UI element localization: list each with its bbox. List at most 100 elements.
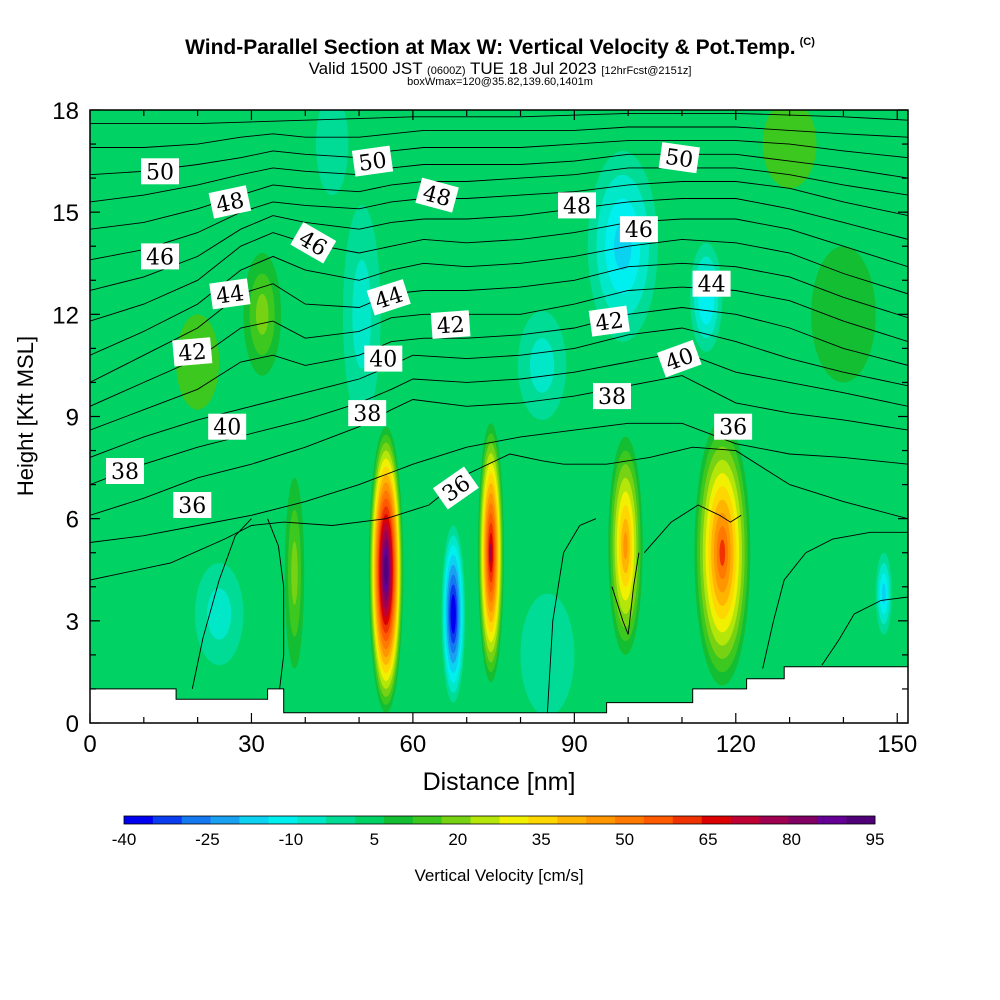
colorbar-tick-label: 50 xyxy=(615,830,634,849)
x-tick-label: 30 xyxy=(238,731,265,758)
theta-label-text: 50 xyxy=(663,145,694,174)
theta-label-text: 40 xyxy=(213,416,241,441)
theta-label: 50 xyxy=(658,142,700,174)
velocity-cell xyxy=(608,436,643,655)
colorbar-swatch xyxy=(730,816,760,824)
x-tick-label: 60 xyxy=(400,731,427,758)
velocity-cell xyxy=(478,423,504,683)
velocity-band xyxy=(291,541,298,605)
theta-line xyxy=(90,307,908,431)
theta-label-text: 36 xyxy=(178,494,206,519)
velocity-cell xyxy=(694,419,751,686)
y-tick-label: 3 xyxy=(66,609,79,636)
velocity-cell xyxy=(811,246,876,383)
colorbar-swatch xyxy=(470,816,500,824)
theta-label-text: 46 xyxy=(146,245,174,270)
velocity-band xyxy=(529,338,555,393)
colorbar-swatch xyxy=(788,816,818,824)
colorbar-swatch xyxy=(239,816,269,824)
theta-label: 50 xyxy=(141,158,179,185)
velocity-band xyxy=(451,604,455,624)
colorbar-tick-label: 80 xyxy=(782,830,801,849)
theta-label-text: 36 xyxy=(719,416,747,441)
theta-line xyxy=(90,238,908,356)
theta-line xyxy=(546,518,597,713)
theta-label-text: 48 xyxy=(214,188,247,218)
colorbar-swatch xyxy=(210,816,240,824)
theta-label: 50 xyxy=(351,145,394,177)
colorbar-swatch xyxy=(355,816,385,824)
velocity-band xyxy=(881,583,886,604)
colorbar-swatch xyxy=(326,816,356,824)
colorbar-swatch xyxy=(152,816,183,824)
velocity-band xyxy=(489,542,492,563)
y-tick-label: 12 xyxy=(52,302,79,329)
colorbar-swatch xyxy=(441,816,471,824)
theta-label: 42 xyxy=(172,337,213,367)
theta-label-text: 50 xyxy=(357,148,388,177)
theta-label: 36 xyxy=(173,492,212,519)
velocity-band xyxy=(719,539,726,567)
theta-line xyxy=(762,531,908,669)
velocity-band xyxy=(623,532,628,560)
theta-label: 38 xyxy=(593,383,631,410)
theta-line xyxy=(90,375,908,516)
theta-line xyxy=(821,596,908,666)
theta-label: 38 xyxy=(106,458,144,485)
colorbar-swatch xyxy=(268,816,298,824)
colorbar-swatch xyxy=(124,816,154,824)
velocity-band xyxy=(207,588,232,640)
theta-line xyxy=(90,198,908,291)
theta-line xyxy=(611,552,640,635)
y-tick-label: 18 xyxy=(52,98,79,125)
theta-label-text: 46 xyxy=(625,218,653,243)
velocity-cell xyxy=(368,426,404,713)
colorbar-tick-label: -10 xyxy=(279,830,304,849)
velocity-band xyxy=(255,293,269,335)
chart-subtitle: Valid 1500 JST (0600Z) TUE 18 Jul 2023 [… xyxy=(308,59,692,78)
theta-line xyxy=(267,518,285,700)
theta-line xyxy=(90,422,908,543)
velocity-cell xyxy=(520,593,575,717)
theta-line xyxy=(90,140,908,176)
velocity-cell xyxy=(875,552,892,635)
colorbar-swatch xyxy=(586,816,616,824)
terrain-mask xyxy=(90,666,908,723)
colorbar-tick-label: 95 xyxy=(866,830,885,849)
theta-line xyxy=(90,218,908,322)
theta-line xyxy=(90,112,908,125)
colorbar-tick-label: 35 xyxy=(532,830,551,849)
theta-label-text: 48 xyxy=(563,194,591,219)
velocity-band xyxy=(106,596,160,679)
y-axis-label: Height [Kft MSL] xyxy=(13,336,38,496)
theta-label: 46 xyxy=(141,243,179,270)
x-axis-label: Distance [nm] xyxy=(423,768,576,796)
theta-label-text: 38 xyxy=(111,460,139,485)
chart-box-info: boxWmax=120@35.82,139.60,1401m xyxy=(407,76,593,88)
colorbar-swatch xyxy=(412,816,443,824)
theta-label: 38 xyxy=(348,400,387,427)
copyright-mark: (C) xyxy=(799,36,815,48)
colorbar-tick-label: -40 xyxy=(112,830,137,849)
theta-label-text: 38 xyxy=(598,385,626,410)
theta-label: 36 xyxy=(714,413,753,441)
colorbar-swatch xyxy=(528,816,558,824)
x-tick-label: 150 xyxy=(877,731,917,758)
colorbar-swatch xyxy=(499,816,529,824)
velocity-band xyxy=(316,110,349,196)
colorbar-swatch xyxy=(383,816,414,824)
theta-label-text: 38 xyxy=(353,402,381,427)
colorbar-swatch xyxy=(557,816,587,824)
colorbar-swatch xyxy=(643,816,674,824)
theta-label-text: 40 xyxy=(369,348,397,373)
theta-line xyxy=(191,518,252,689)
y-tick-label: 15 xyxy=(52,200,79,227)
theta-label: 42 xyxy=(588,305,630,337)
theta-label: 44 xyxy=(366,279,411,316)
velocity-cell xyxy=(106,596,160,679)
velocity-band xyxy=(811,246,876,383)
